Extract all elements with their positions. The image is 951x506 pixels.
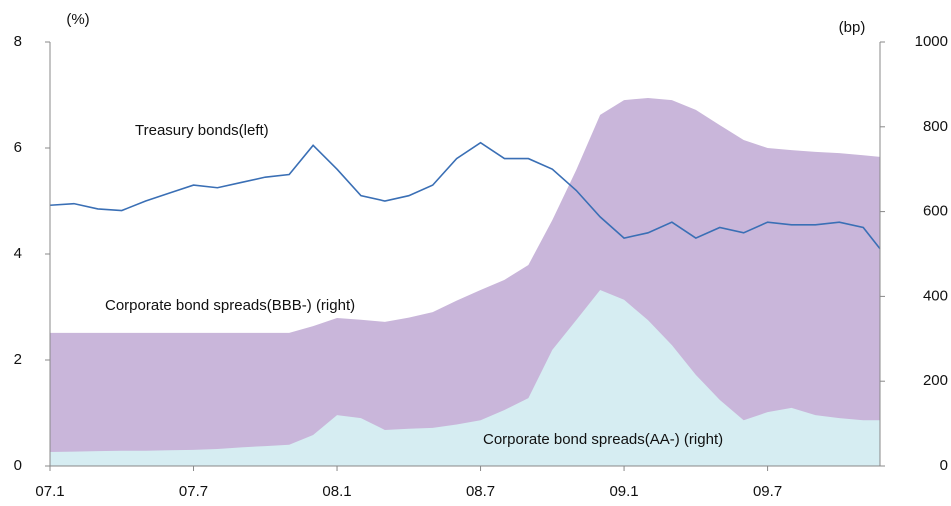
y2-tick-label: 1000 — [915, 33, 948, 50]
x-tick-label: 08.1 — [322, 483, 351, 500]
y2-tick-label: 200 — [923, 372, 948, 389]
x-tick-label: 07.1 — [35, 483, 64, 500]
area — [50, 290, 880, 466]
y-axis-label: (%) — [66, 11, 89, 28]
y2-tick-label: 800 — [923, 118, 948, 135]
x-tick-label: 09.1 — [609, 483, 638, 500]
line — [49, 141, 881, 250]
y-tick-label: 6 — [14, 139, 22, 156]
y-tick-label: 4 — [14, 245, 22, 262]
y-tick-label: 0 — [14, 457, 22, 474]
series-label: Treasury bonds(left) — [135, 122, 269, 139]
x-tick-label: 07.7 — [179, 483, 208, 500]
y-tick-label: 2 — [14, 351, 22, 368]
y2-tick-label: 600 — [923, 203, 948, 220]
series-label: Corporate bond spreads(BBB-) (right) — [105, 297, 355, 314]
x-tick-label: 09.7 — [753, 483, 782, 500]
x-tick-label: 08.7 — [466, 483, 495, 500]
y2-tick-label: 0 — [940, 457, 948, 474]
series-label: Corporate bond spreads(AA-) (right) — [483, 431, 723, 448]
y2-tick-label: 400 — [923, 287, 948, 304]
y2-axis-label: (bp) — [839, 19, 866, 36]
y-tick-label: 8 — [14, 33, 22, 50]
